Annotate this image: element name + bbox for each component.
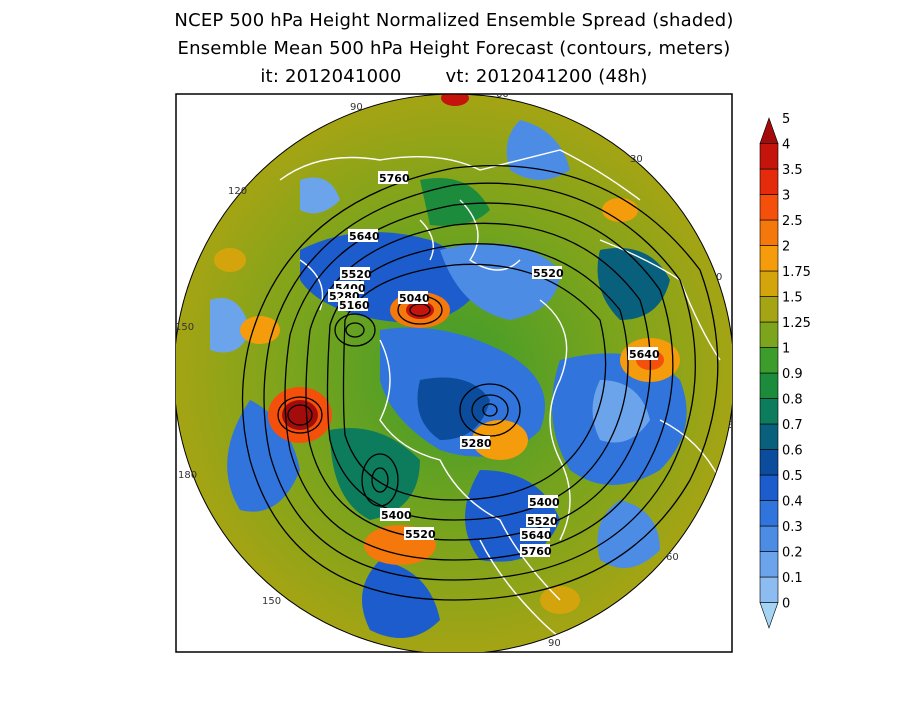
colorbar-label: 1.25 [782, 316, 811, 331]
colorbar-bin [759, 143, 779, 170]
colorbar-bin [759, 321, 779, 348]
svg-text:5040: 5040 [399, 292, 430, 305]
svg-text:5400: 5400 [381, 509, 412, 522]
contour-label: 5760 [378, 171, 410, 185]
svg-text:5760: 5760 [379, 172, 410, 185]
colorbar-bin [759, 270, 779, 297]
colorbar-bin [759, 525, 779, 552]
svg-text:5640: 5640 [629, 348, 660, 361]
colorbar-label: 0.1 [782, 571, 803, 586]
svg-text:5400: 5400 [529, 496, 560, 509]
svg-text:5160: 5160 [339, 299, 370, 312]
svg-text:5520: 5520 [341, 268, 372, 281]
colorbar-bin [759, 117, 779, 144]
colorbar-label: 1 [782, 342, 790, 357]
lon-label: 90 [350, 102, 363, 113]
colorbar-label: 0.7 [782, 418, 803, 433]
colorbar-bin [759, 372, 779, 399]
map-title-line-2: Ensemble Mean 500 hPa Height Forecast (c… [177, 38, 731, 59]
contour-label: 5040 [398, 291, 430, 305]
svg-text:5520: 5520 [533, 267, 564, 280]
colorbar-label: 3 [782, 189, 790, 204]
init-time: it: 2012041000 [260, 66, 402, 87]
valid-time: vt: 2012041200 (48h) [445, 66, 648, 87]
colorbar-bin [759, 219, 779, 246]
colorbar: 0 0.1 0.2 0.3 0.4 0.5 0.6 0.7 0.8 0.9 1 1.25 1.5 1.75… [759, 112, 811, 629]
colorbar-bin [759, 194, 779, 221]
colorbar-bin [759, 347, 779, 374]
contour-label: 5400 [380, 508, 412, 522]
colorbar-label: 4 [782, 138, 790, 153]
contour-label: 5520 [404, 527, 436, 541]
svg-text:5520: 5520 [527, 515, 558, 528]
colorbar-bin [759, 602, 779, 629]
colorbar-bin [759, 474, 779, 501]
svg-text:5520: 5520 [405, 528, 436, 541]
contour-label: 5760 [520, 544, 552, 558]
colorbar-bin [759, 449, 779, 476]
lon-label: 120 [228, 186, 247, 197]
colorbar-bin [759, 423, 779, 450]
contour-label: 5640 [628, 347, 660, 361]
contour-label: 5520 [340, 267, 372, 281]
lon-label: 180 [178, 470, 197, 481]
colorbar-label: 0.4 [782, 495, 803, 510]
lon-label: 30 [630, 154, 643, 165]
contour-label: 5640 [348, 229, 380, 243]
colorbar-bin [759, 576, 779, 603]
contour-label: 5280 [460, 436, 492, 450]
map-title-line-3: it: 2012041000 vt: 2012041200 (48h) [0, 66, 908, 87]
longitude-labels: 60 30 0 30 60 90 120 150 180 150 120 90 [175, 89, 741, 665]
colorbar-bin [759, 398, 779, 425]
colorbar-bin [759, 245, 779, 272]
colorbar-label: 1.75 [782, 265, 811, 280]
contour-label: 5520 [532, 266, 564, 280]
colorbar-label: 0.6 [782, 444, 803, 459]
svg-text:5640: 5640 [521, 529, 552, 542]
colorbar-label: 0.2 [782, 546, 803, 561]
colorbar-label: 3.5 [782, 163, 803, 178]
colorbar-bin [759, 551, 779, 578]
svg-text:5640: 5640 [349, 230, 380, 243]
contour-label: 5400 [528, 495, 560, 509]
contour-labels: 5760 5640 5520 5520 5400 5280 5160 5040 … [328, 171, 660, 558]
contour-label: 5520 [526, 514, 558, 528]
svg-text:5760: 5760 [521, 545, 552, 558]
lon-label: 120 [396, 654, 415, 665]
colorbar-bin [759, 168, 779, 195]
map-content: 60 30 0 30 60 90 120 150 180 150 120 90 … [175, 89, 741, 665]
lon-label: 150 [262, 596, 281, 607]
colorbar-label: 2.5 [782, 214, 803, 229]
lon-label: 60 [496, 89, 509, 100]
lon-label: 150 [175, 322, 194, 333]
colorbar-label: 0.8 [782, 393, 803, 408]
lon-label: 0 [716, 272, 722, 283]
colorbar-bin [759, 296, 779, 323]
colorbar-bin [759, 500, 779, 527]
colorbar-label: 5 [782, 112, 790, 127]
svg-text:5280: 5280 [461, 437, 492, 450]
colorbar-label: 0.5 [782, 469, 803, 484]
map-title-line-1: NCEP 500 hPa Height Normalized Ensemble … [174, 10, 734, 31]
colorbar-label: 2 [782, 240, 790, 255]
lon-label: 30 [728, 420, 741, 431]
lon-label: 60 [666, 552, 679, 563]
contour-label: 5640 [520, 528, 552, 542]
colorbar-label: 0.9 [782, 367, 803, 382]
colorbar-label: 1.5 [782, 291, 803, 306]
contour-label: 5160 [338, 298, 370, 312]
colorbar-label: 0.3 [782, 520, 803, 535]
lon-label: 90 [548, 638, 561, 649]
colorbar-label: 0 [782, 597, 790, 612]
